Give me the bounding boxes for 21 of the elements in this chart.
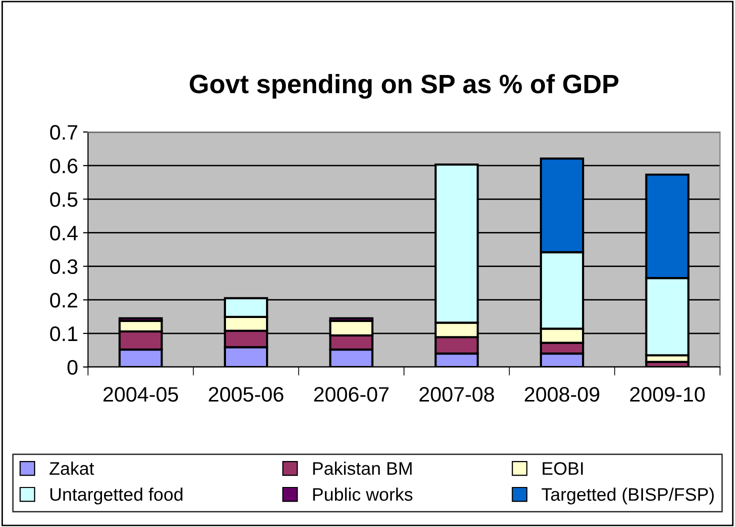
y-tick-label: 0.5 xyxy=(50,192,78,207)
legend-label: Zakat xyxy=(50,462,94,475)
y-tick-label: 0.2 xyxy=(50,292,78,308)
legend-label: Targetted (BISP/FSP) xyxy=(542,488,714,504)
y-tick-label: 0.6 xyxy=(50,158,78,174)
x-tick-label: 2007-08 xyxy=(419,386,494,402)
legend-label: Public works xyxy=(313,488,412,501)
y-tick-label: 0.4 xyxy=(50,226,78,240)
y-tick-label: 0.1 xyxy=(50,326,78,342)
legend-label: Untargetted food xyxy=(50,488,182,504)
x-tick-label: 2008-09 xyxy=(524,386,600,402)
legend-label: EOBI xyxy=(542,462,583,475)
y-tick-label: 0.7 xyxy=(50,125,78,140)
x-tick-label: 2004-05 xyxy=(103,386,178,402)
x-tick-label: 2006-07 xyxy=(314,386,389,402)
chart-title: Govt spending on SP as % of GDP xyxy=(190,74,618,99)
x-tick-label: 2005-06 xyxy=(208,386,284,402)
y-tick-label: 0.3 xyxy=(50,259,78,274)
y-tick-label: 0 xyxy=(68,360,78,375)
legend-label: Pakistan BM xyxy=(313,462,412,475)
x-tick-label: 2009-10 xyxy=(630,386,705,402)
